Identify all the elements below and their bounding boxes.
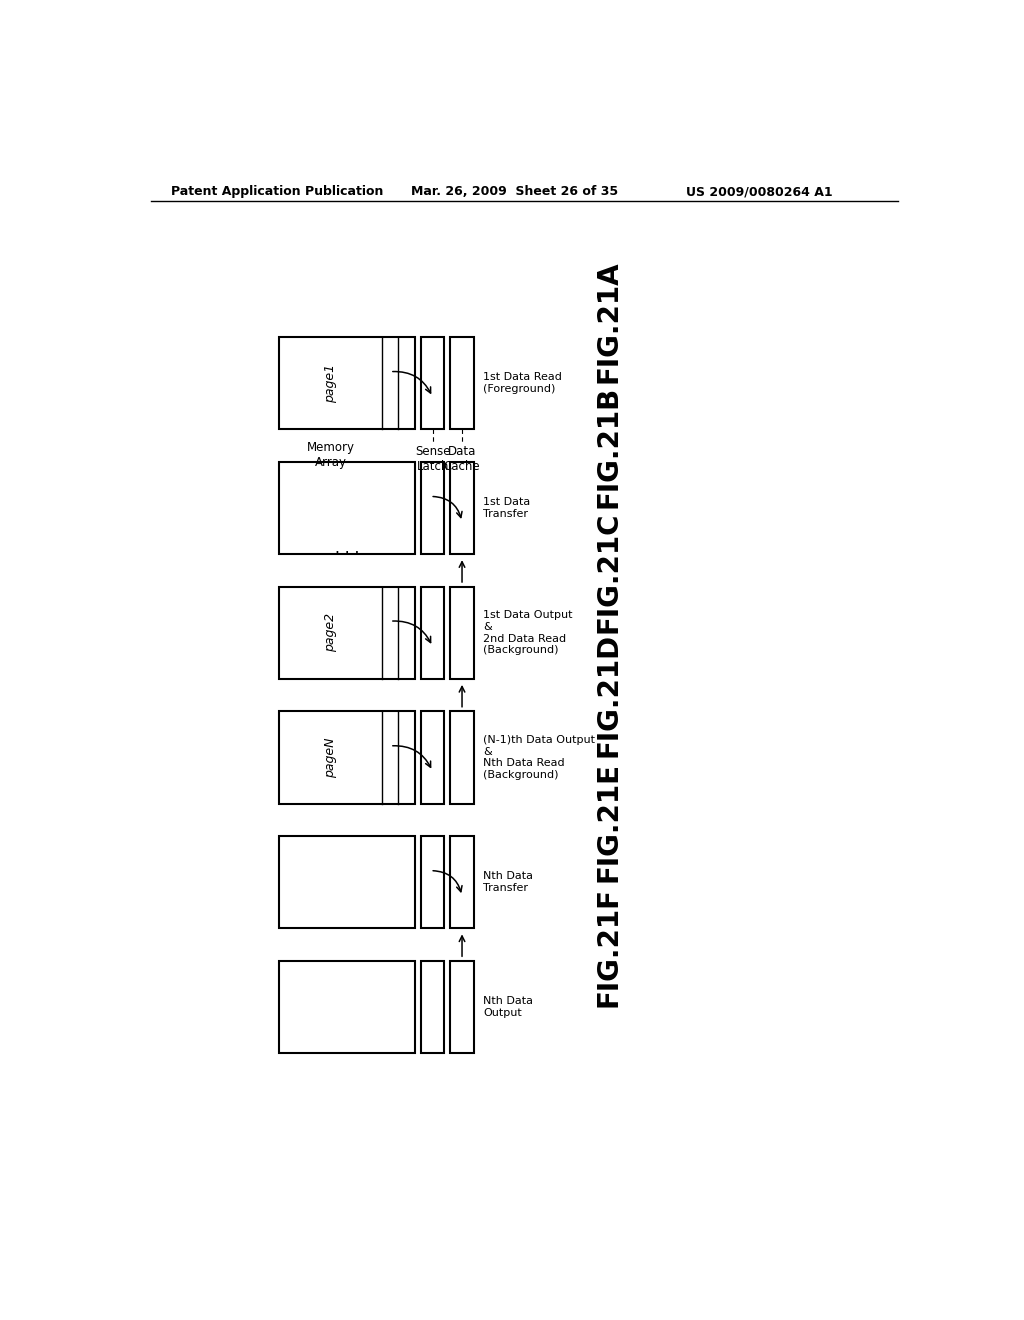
- Text: (N-1)th Data Output
&
Nth Data Read
(Background): (N-1)th Data Output & Nth Data Read (Bac…: [483, 735, 595, 780]
- Bar: [280, 462, 415, 554]
- Text: Data
Cache: Data Cache: [443, 445, 480, 473]
- Bar: [451, 586, 474, 678]
- Text: 1st Data Read
(Foreground): 1st Data Read (Foreground): [483, 372, 562, 395]
- Text: 1st Data Output
&
2nd Data Read
(Background): 1st Data Output & 2nd Data Read (Backgro…: [483, 610, 572, 655]
- Text: FIG.21C: FIG.21C: [595, 511, 623, 632]
- Bar: [451, 961, 474, 1053]
- Text: Patent Application Publication: Patent Application Publication: [171, 185, 383, 198]
- Bar: [451, 711, 474, 804]
- Bar: [280, 586, 415, 678]
- Bar: [421, 711, 444, 804]
- Text: Nth Data
Transfer: Nth Data Transfer: [483, 871, 532, 894]
- Bar: [280, 961, 415, 1053]
- Text: Nth Data
Output: Nth Data Output: [483, 997, 532, 1018]
- Bar: [280, 711, 415, 804]
- Text: FIG.21E: FIG.21E: [595, 762, 623, 882]
- Bar: [421, 337, 444, 429]
- Text: FIG.21B: FIG.21B: [595, 385, 623, 508]
- Text: page2: page2: [325, 614, 337, 652]
- Text: Sense
Latch: Sense Latch: [415, 445, 451, 473]
- Text: 1st Data
Transfer: 1st Data Transfer: [483, 498, 530, 519]
- Bar: [280, 836, 415, 928]
- Text: Mar. 26, 2009  Sheet 26 of 35: Mar. 26, 2009 Sheet 26 of 35: [411, 185, 618, 198]
- Bar: [451, 462, 474, 554]
- Text: pageN: pageN: [325, 737, 337, 777]
- Bar: [280, 337, 415, 429]
- Text: . . .: . . .: [335, 540, 359, 556]
- Bar: [421, 836, 444, 928]
- Bar: [421, 586, 444, 678]
- Text: Memory
Array: Memory Array: [306, 441, 354, 469]
- Text: page1: page1: [325, 364, 337, 403]
- Bar: [451, 836, 474, 928]
- Text: FIG.21A: FIG.21A: [595, 260, 623, 383]
- Bar: [421, 961, 444, 1053]
- Text: FIG.21F: FIG.21F: [595, 887, 623, 1007]
- Text: US 2009/0080264 A1: US 2009/0080264 A1: [686, 185, 833, 198]
- Bar: [421, 462, 444, 554]
- Text: FIG.21D: FIG.21D: [595, 634, 623, 758]
- Bar: [451, 337, 474, 429]
